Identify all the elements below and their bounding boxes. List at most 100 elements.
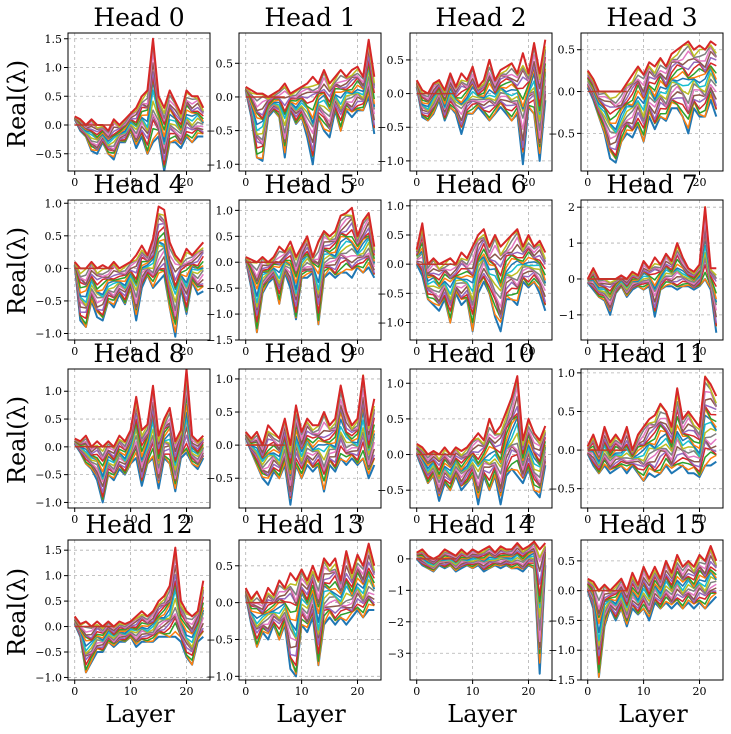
x-tick-label: 10 — [637, 176, 651, 189]
series-line — [586, 375, 718, 452]
series-line — [74, 114, 204, 155]
x-tick-label: 0 — [413, 513, 420, 526]
subplot-title: Head 3 — [606, 3, 697, 32]
series-line — [415, 63, 547, 112]
x-tick-label: 10 — [295, 685, 309, 698]
x-tick-label: 10 — [466, 345, 480, 358]
y-tick-label: −1.0 — [377, 317, 404, 330]
series-line — [245, 404, 376, 475]
axes-frame — [238, 368, 382, 509]
series-line — [74, 549, 205, 630]
series-line — [416, 247, 547, 287]
y-tick-label: 1.0 — [45, 197, 63, 210]
series-line — [73, 231, 204, 290]
y-tick-label: 0.0 — [387, 449, 405, 462]
series-line — [586, 453, 717, 482]
series-line — [587, 438, 717, 468]
series-line — [415, 454, 547, 506]
y-tick-label: 0 — [568, 273, 575, 286]
x-tick-label: 20 — [693, 685, 707, 698]
x-tick-label: 10 — [295, 176, 309, 189]
y-axis-label-row-1: Real(λ) — [3, 60, 31, 148]
y-tick-label: 0.0 — [45, 621, 63, 634]
series-line — [587, 65, 717, 121]
y-tick-label: −1.0 — [206, 158, 233, 171]
series-line — [74, 213, 204, 275]
x-tick-label: 0 — [584, 513, 591, 526]
series-line — [74, 613, 205, 656]
y-tick-label: 0.0 — [216, 256, 234, 269]
axes-frame — [580, 368, 724, 509]
series-line — [244, 438, 376, 506]
series-line — [245, 561, 375, 613]
y-tick-label: 1.0 — [216, 204, 234, 217]
series-line — [244, 247, 376, 309]
y-tick-label: −0.5 — [206, 282, 233, 295]
x-tick-label: 20 — [522, 176, 536, 189]
subplot-title: Head 10 — [427, 339, 534, 368]
series-line — [245, 435, 375, 497]
x-tick-label: 10 — [124, 345, 138, 358]
y-tick-label: −0.5 — [35, 646, 62, 659]
series-line — [587, 256, 718, 311]
series-line — [587, 78, 717, 134]
series-group — [586, 205, 718, 333]
series-line — [73, 222, 204, 286]
x-tick-label: 10 — [124, 176, 138, 189]
x-tick-label: 0 — [71, 345, 78, 358]
y-axis-label-row-3: Real(λ) — [3, 396, 31, 484]
series-line — [587, 404, 717, 458]
y-tick-label: 0.5 — [216, 406, 234, 419]
series-group — [73, 546, 205, 674]
series-line — [416, 256, 546, 308]
series-group — [73, 205, 205, 338]
series-line — [74, 582, 205, 641]
subplot-title: Head 12 — [85, 510, 192, 539]
axes-frame — [238, 539, 382, 681]
y-tick-label: −1.5 — [206, 334, 233, 347]
x-tick-label: 10 — [466, 176, 480, 189]
y-tick-label: 1.0 — [387, 200, 405, 213]
y-tick-label: 0.0 — [45, 262, 63, 275]
subplot-title: Head 7 — [606, 170, 697, 199]
series-line — [587, 205, 717, 284]
y-tick-label: 1.0 — [45, 62, 63, 75]
subplot-title: Head 14 — [427, 510, 534, 539]
subplot-head-0: −0.5 0.0 0.5 1.0 1.5 0 10 20 Head 0 — [35, 3, 211, 189]
series-line — [416, 260, 546, 315]
series-line — [244, 259, 376, 334]
series-line — [587, 83, 717, 146]
y-tick-label: 0.5 — [216, 230, 234, 243]
series-line — [244, 567, 375, 615]
y-tick-label: −0.5 — [35, 469, 62, 482]
y-tick-label: 0.5 — [558, 405, 576, 418]
y-tick-label: −1.0 — [35, 671, 62, 684]
y-tick-label: −0.5 — [548, 614, 575, 627]
series-line — [244, 542, 376, 604]
series-line — [245, 431, 376, 481]
series-group — [415, 39, 547, 166]
y-tick-label: −1 — [388, 584, 404, 597]
y-tick-label: −0.5 — [548, 127, 575, 140]
series-line — [587, 256, 718, 318]
y-tick-label: 0.5 — [45, 230, 63, 243]
series-line — [587, 580, 717, 648]
subplot-head-2: −1.0 −0.5 0.0 0.5 0 10 20 Head 2 — [377, 3, 553, 189]
series-line — [415, 227, 547, 270]
x-tick-label: 20 — [180, 345, 194, 358]
x-tick-label: 0 — [413, 685, 420, 698]
series-line — [416, 556, 547, 649]
x-tick-label: 20 — [522, 345, 536, 358]
series-line — [587, 560, 717, 616]
subplot-title: Head 13 — [256, 510, 363, 539]
series-line — [245, 232, 376, 285]
series-line — [244, 571, 376, 622]
series-line — [587, 56, 717, 108]
y-tick-label: −1.5 — [548, 674, 575, 687]
x-tick-label: 10 — [466, 685, 480, 698]
series-line — [74, 615, 204, 657]
